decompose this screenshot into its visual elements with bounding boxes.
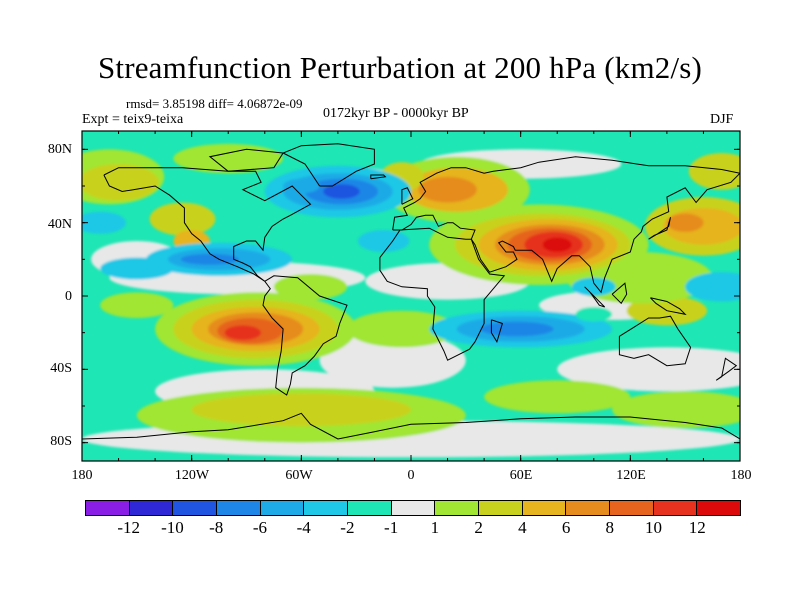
period-label: 0172kyr BP - 0000kyr BP bbox=[323, 106, 469, 121]
colorbar-swatch bbox=[566, 501, 611, 515]
coastline bbox=[401, 187, 414, 205]
x-tick-120w: 120W bbox=[174, 468, 210, 483]
field-contour-region bbox=[688, 153, 740, 190]
coastline bbox=[281, 143, 375, 187]
colorbar bbox=[85, 500, 741, 516]
coastline bbox=[379, 227, 506, 361]
coastline bbox=[103, 167, 312, 282]
colorbar-label: 4 bbox=[518, 518, 527, 537]
colorbar-label: -8 bbox=[209, 518, 224, 537]
colorbar-swatch bbox=[479, 501, 523, 515]
coastline bbox=[392, 156, 740, 294]
field-contour-region bbox=[484, 380, 631, 414]
colorbar-swatch bbox=[435, 501, 480, 515]
colorbar-swatch bbox=[522, 501, 567, 515]
colorbar-label: 2 bbox=[474, 518, 483, 537]
colorbar-swatch bbox=[86, 501, 130, 515]
map-title: Streamfunction Perturbation at 200 hPa (… bbox=[97, 50, 703, 85]
field-contour-region bbox=[319, 332, 466, 388]
colorbar-swatch bbox=[129, 501, 174, 515]
coastline bbox=[650, 297, 687, 316]
field-contour-region bbox=[82, 211, 126, 234]
colorbar-label: -10 bbox=[161, 518, 184, 537]
coastline bbox=[584, 286, 606, 308]
colorbar-label: 6 bbox=[561, 518, 571, 537]
field-contour-region bbox=[273, 274, 348, 300]
field-contour-region bbox=[100, 257, 174, 280]
field-contour-region bbox=[224, 325, 262, 341]
colorbar-label: -2 bbox=[340, 518, 355, 537]
colorbar-label: 12 bbox=[688, 518, 706, 537]
field-contour-region bbox=[666, 213, 704, 232]
coastline bbox=[648, 217, 671, 240]
y-tick-0: 0 bbox=[65, 289, 72, 304]
coastline bbox=[262, 275, 348, 396]
coastline bbox=[370, 174, 387, 180]
colorbar-swatch bbox=[348, 501, 392, 515]
colorbar-swatch bbox=[391, 501, 436, 515]
colorbar-swatch bbox=[697, 501, 741, 515]
colorbar-label: 8 bbox=[605, 518, 615, 537]
colorbar-label: 10 bbox=[645, 518, 663, 537]
coastline bbox=[715, 357, 738, 381]
colorbar-label: -1 bbox=[384, 518, 399, 537]
field-contour-region bbox=[685, 272, 740, 302]
stats-subtitle: rmsd= 3.85198 diff= 4.06872e-09 bbox=[126, 96, 303, 111]
coastline bbox=[618, 315, 692, 367]
field-contour-region bbox=[191, 393, 411, 427]
field-contour-region bbox=[347, 310, 457, 348]
y-tick-80s: 80S bbox=[50, 434, 72, 449]
field-contour-region bbox=[571, 277, 616, 296]
colorbar-swatch bbox=[304, 501, 349, 515]
colorbar-swatch bbox=[173, 501, 218, 515]
field-contour-region bbox=[82, 164, 159, 201]
coastline bbox=[208, 148, 284, 172]
colorbar-swatch bbox=[610, 501, 654, 515]
coastline bbox=[611, 282, 628, 305]
field-contour-region bbox=[149, 202, 216, 236]
field-contour-region bbox=[480, 321, 554, 337]
field-contour-region bbox=[418, 176, 477, 203]
field-contour-region bbox=[100, 292, 174, 319]
coastline bbox=[490, 319, 504, 344]
colorbar-swatch bbox=[653, 501, 698, 515]
experiment-label: Expt = teix9-teixa bbox=[82, 112, 184, 127]
field-contour-region bbox=[180, 253, 240, 265]
x-tick-180w: 180 bbox=[71, 468, 93, 483]
colorbar-label: 1 bbox=[430, 518, 440, 537]
x-tick-120e: 120E bbox=[616, 468, 646, 483]
colorbar-label: -6 bbox=[252, 518, 267, 537]
y-tick-40s: 40S bbox=[50, 361, 72, 376]
x-tick-60e: 60E bbox=[509, 468, 533, 483]
field-contour-region bbox=[542, 237, 572, 252]
colorbar-label: -12 bbox=[117, 518, 141, 537]
x-tick-180e: 180 bbox=[730, 468, 752, 483]
colorbar-swatch bbox=[217, 501, 261, 515]
field-contour-region bbox=[557, 347, 740, 392]
field-contour-region bbox=[173, 143, 283, 174]
field-contour-region bbox=[283, 178, 320, 194]
field-contour-region bbox=[323, 184, 360, 199]
coastline bbox=[82, 412, 740, 440]
y-tick-40n: 40N bbox=[47, 217, 72, 232]
season-label: DJF bbox=[710, 112, 734, 127]
field-layer bbox=[82, 131, 740, 461]
field-contour-region bbox=[358, 230, 410, 252]
x-tick-60w: 60W bbox=[285, 468, 313, 483]
y-tick-80n: 80N bbox=[47, 142, 72, 157]
x-tick-0: 0 bbox=[407, 468, 415, 483]
colorbar-label: -4 bbox=[296, 518, 311, 537]
field-contour-region bbox=[575, 307, 613, 322]
colorbar-swatch bbox=[260, 501, 305, 515]
